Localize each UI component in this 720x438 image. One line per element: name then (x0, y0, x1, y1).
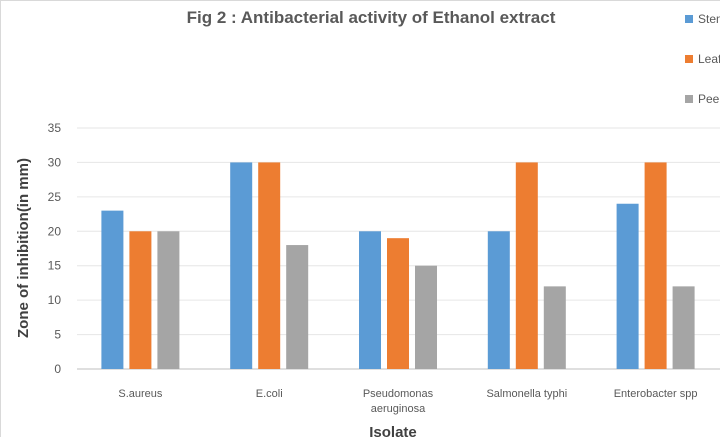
x-tick-label: Salmonella typhi (486, 388, 567, 400)
bar-leaf (644, 162, 667, 369)
legend-swatch-stem (685, 15, 693, 23)
bar-peel (286, 245, 309, 369)
y-tick-label: 10 (48, 293, 62, 307)
y-tick-label: 20 (48, 224, 62, 238)
legend-swatch-peel (685, 95, 693, 103)
legend-label-leaf: Leaf (698, 52, 720, 66)
bar-peel (543, 286, 566, 369)
bar-leaf (129, 231, 152, 369)
y-axis-label: Zone of inhibition(in mm) (15, 158, 32, 338)
x-axis-ticks: S.aureus E.coli Pseudomonas aeruginosa Salmo… (118, 388, 697, 415)
bar-stem (101, 210, 124, 369)
legend-label-peel: Peel (698, 92, 720, 106)
bar-leaf (515, 162, 538, 369)
bar-leaf (258, 162, 281, 369)
y-tick-label: 25 (48, 190, 62, 204)
x-tick-label: S.aureus (118, 388, 163, 400)
legend-swatch-leaf (685, 55, 693, 63)
bar-stem (359, 231, 381, 369)
x-axis-label: Isolate (369, 424, 417, 438)
y-tick-label: 30 (48, 155, 62, 169)
x-tick-label: Pseudomonas aeruginosa (363, 388, 434, 415)
bar-peel (415, 265, 437, 369)
bar-peel (672, 286, 695, 369)
x-tick-label: Enterobacter spp (614, 388, 698, 400)
bar-stem (616, 203, 639, 369)
legend: Stem Leaf Peel (685, 12, 720, 106)
bar-stem (230, 162, 253, 369)
bar-leaf (387, 238, 409, 369)
y-tick-label: 5 (54, 328, 61, 342)
y-axis-ticks: 0 5 10 15 20 25 30 35 (48, 121, 62, 376)
x-tick-label: E.coli (256, 388, 283, 400)
y-tick-label: 35 (48, 121, 62, 135)
bar-stem (487, 231, 510, 369)
bars (101, 162, 695, 369)
y-tick-label: 15 (48, 259, 62, 273)
y-tick-label: 0 (54, 362, 61, 376)
bar-peel (157, 231, 180, 369)
legend-label-stem: Stem (698, 12, 720, 26)
chart-title: Fig 2 : Antibacterial activity of Ethano… (187, 8, 556, 27)
